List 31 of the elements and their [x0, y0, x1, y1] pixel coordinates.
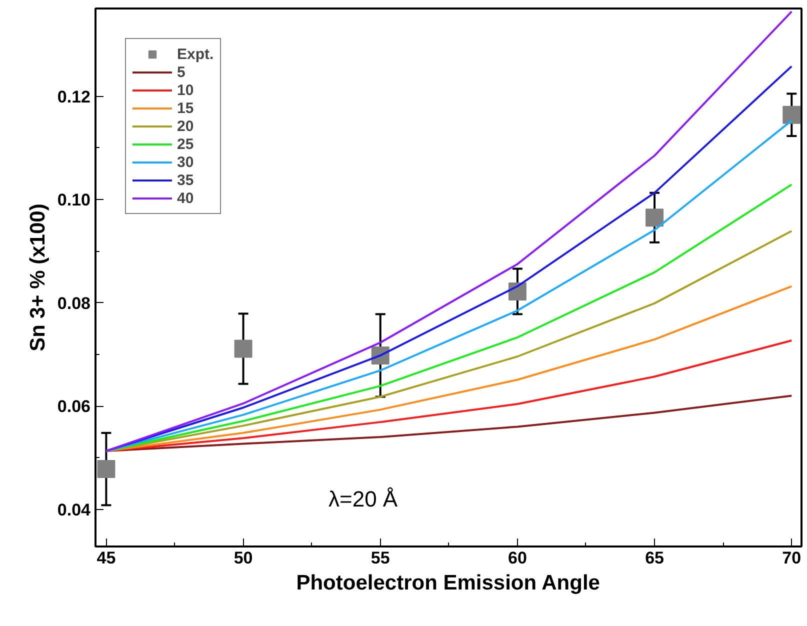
legend-label: 10 — [177, 81, 195, 99]
legend-label: Expt. — [177, 45, 214, 63]
x-tick-label: 60 — [508, 548, 527, 568]
point — [782, 106, 801, 124]
y-tick-label: 0.12 — [57, 87, 91, 106]
legend-label: 5 — [177, 63, 186, 81]
legend-label: 20 — [177, 117, 195, 135]
point — [234, 340, 252, 358]
line-series — [105, 285, 793, 452]
x-axis-title: Photoelectron Emission Angle — [296, 572, 600, 594]
y-tick-label: 0.06 — [57, 397, 91, 416]
legend-label: 25 — [177, 135, 195, 153]
legend-label: 15 — [177, 99, 195, 117]
point — [646, 208, 664, 227]
y-tick-label: 0.10 — [57, 190, 91, 210]
annotation: λ=20 Å — [328, 486, 398, 512]
y-axis-title: Sn 3+ % (x100) — [26, 204, 50, 352]
x-tick-label: 55 — [370, 548, 390, 568]
legend-label: 40 — [177, 189, 195, 207]
y-tick-label: 0.04 — [57, 500, 92, 520]
legend-label: 30 — [177, 153, 195, 171]
line-series — [105, 394, 793, 452]
y-tick-label: 0.08 — [57, 294, 91, 313]
x-tick-label: 50 — [234, 548, 253, 568]
line-series — [105, 184, 793, 452]
x-tick-label: 70 — [782, 548, 802, 568]
legend-label: 35 — [177, 171, 195, 189]
x-tick-label: 65 — [645, 548, 664, 568]
x-tick-label: 45 — [96, 548, 116, 568]
line-series — [105, 339, 793, 452]
point — [97, 460, 116, 478]
